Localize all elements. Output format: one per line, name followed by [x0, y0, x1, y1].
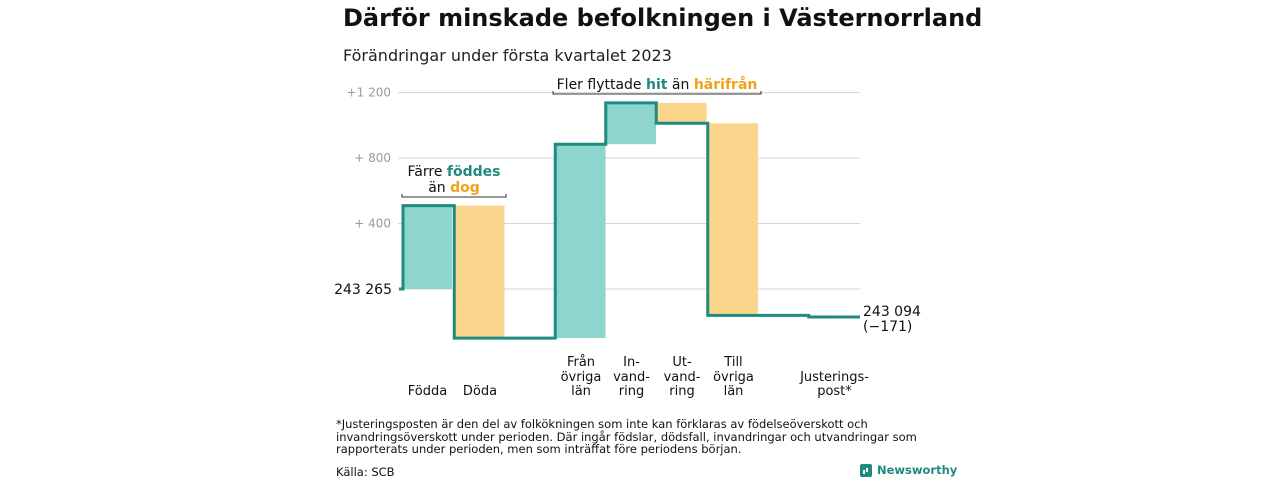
bar [657, 102, 707, 124]
running-total-line [399, 101, 860, 340]
source-label: Källa: SCB [336, 465, 395, 479]
category-label: län [571, 384, 591, 399]
category-label: Döda [463, 384, 497, 399]
category-label: vand- [613, 370, 650, 385]
annotation-segment: dog [450, 180, 480, 196]
annotation-segment: Färre [408, 164, 447, 180]
chart-title: Därför minskade befolkningen i Västernor… [343, 4, 983, 32]
category-label: Justerings- [799, 370, 869, 385]
annotation-bracket [552, 91, 762, 95]
annotation-text: Färre föddes [408, 164, 501, 180]
brand-logo: Newsworthy [860, 463, 957, 477]
category-label: län [724, 384, 744, 399]
annotation-text: än dog [428, 180, 480, 196]
annotation-bracket [401, 194, 507, 198]
annotation-segment: härifrån [694, 76, 758, 93]
y-axis-ticks: + 400 + 800 +1 200 [347, 86, 391, 231]
chart-subtitle: Förändringar under första kvartalet 2023 [343, 46, 672, 65]
annotation-segment: än [667, 77, 693, 93]
category-label: Till [723, 355, 742, 370]
bar [709, 123, 758, 316]
end-value-label: 243 094 [863, 304, 921, 320]
brand-name: Newsworthy [877, 463, 958, 477]
category-label: Från [567, 355, 595, 370]
category-label: övriga [713, 370, 754, 385]
annotation-segment: föddes [447, 164, 501, 180]
bar-chart-icon [860, 463, 872, 477]
annotation-segment: än [428, 180, 450, 196]
y-tick-label: + 800 [354, 151, 391, 165]
annotation-text: Fler flyttade hit än härifrån [557, 76, 758, 93]
category-label: post* [817, 384, 852, 399]
bar [455, 205, 505, 339]
bars [403, 102, 833, 339]
category-label: Ut- [672, 355, 692, 370]
annotation-segment: hit [646, 77, 668, 93]
category-label: vand- [664, 370, 701, 385]
bar [403, 205, 452, 289]
category-labels: Födda DödaFrånövrigalänIn-vand-ringUt-van… [408, 355, 869, 399]
y-tick-label: +1 200 [347, 86, 391, 100]
category-label: ring [669, 384, 694, 399]
footnote: *Justeringsposten är den del av folkökni… [336, 417, 917, 456]
annotation-segment: Fler flyttade [557, 77, 646, 93]
category-label: Födda [408, 384, 447, 399]
category-label: In- [623, 355, 640, 370]
y-tick-label: + 400 [354, 217, 391, 231]
bar [607, 102, 656, 145]
category-label: ring [619, 384, 644, 399]
category-label: övriga [561, 370, 602, 385]
end-change-label: (−171) [863, 319, 912, 335]
bar [556, 144, 606, 339]
start-value-label: 243 265 [334, 282, 392, 298]
